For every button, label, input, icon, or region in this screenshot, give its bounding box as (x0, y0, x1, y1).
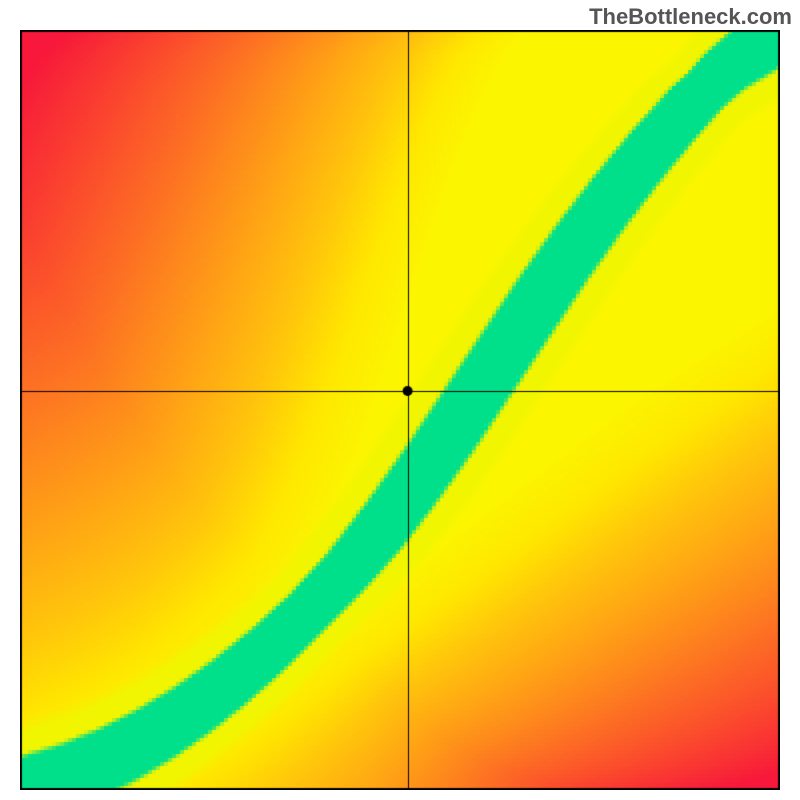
bottleneck-heatmap (20, 30, 780, 790)
heatmap-canvas (20, 30, 780, 790)
watermark-text: TheBottleneck.com (589, 4, 792, 30)
